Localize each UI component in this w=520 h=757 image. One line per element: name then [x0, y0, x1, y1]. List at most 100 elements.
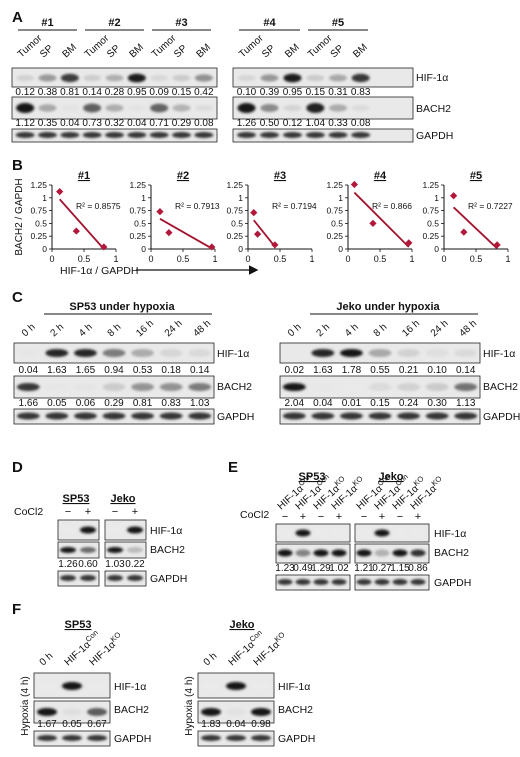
hif-row-label: HIF-1α — [483, 348, 515, 360]
hif-quant: 1.63 — [47, 365, 67, 376]
bach2-quant: 1.21 — [354, 563, 374, 574]
gapdh-band — [454, 412, 478, 420]
treatment-sign: + — [379, 511, 385, 523]
x-tick-label: 0 — [245, 254, 250, 264]
data-point — [254, 230, 262, 238]
hif-band — [131, 349, 154, 357]
x-tick-label: 1 — [309, 254, 314, 264]
y-tick-label: 0.75 — [422, 206, 439, 216]
hif-band — [313, 529, 329, 537]
regression-line — [452, 206, 498, 250]
y-tick-label: 0 — [141, 244, 146, 254]
treatment-sign: + — [336, 511, 342, 523]
bach2-quant: 0.06 — [76, 398, 96, 409]
hif-row-label: HIF-1α — [114, 681, 146, 693]
gapdh-band — [331, 579, 347, 585]
bach2-quant: 0.04 — [60, 118, 80, 129]
bach2-band — [311, 383, 335, 391]
panel-label-f: F — [12, 601, 21, 618]
regression-line — [159, 218, 213, 250]
hif-quant: 0.53 — [133, 365, 153, 376]
hif-band — [159, 349, 183, 357]
hif-band — [351, 73, 370, 83]
data-point — [250, 209, 258, 217]
x-tick-label: 0 — [49, 254, 54, 264]
hif-quant: 1.78 — [342, 365, 362, 376]
hif-band — [37, 682, 57, 690]
gapdh-band — [16, 412, 40, 420]
hif-band — [306, 74, 325, 82]
bach2-quant: 1.13 — [456, 398, 476, 409]
bach2-band — [150, 103, 169, 113]
hif-quant: 0.95 — [283, 87, 303, 98]
data-point — [72, 227, 80, 235]
bach2-band — [351, 104, 370, 112]
bach2-quant: 0.08 — [351, 118, 371, 129]
hif-quant: 0.15 — [172, 87, 192, 98]
hif-quant: 0.10 — [427, 365, 447, 376]
bach2-band — [62, 708, 82, 716]
time-label: 8 h — [372, 322, 390, 339]
hif-quant: 1.63 — [313, 365, 333, 376]
y-tick-label: 1.25 — [129, 180, 146, 190]
bach2-band — [172, 104, 191, 112]
plot-title: #5 — [470, 170, 482, 182]
x-tick-label: 0 — [441, 254, 446, 264]
bach2-band — [410, 549, 426, 557]
x-tick-label: 1 — [113, 254, 118, 264]
gapdh-band — [74, 412, 97, 420]
gapdh-band — [87, 735, 107, 741]
hif-band — [454, 349, 478, 357]
timecourse-title: Jeko under hypoxia — [336, 301, 440, 313]
hif-band — [127, 73, 146, 83]
time-label: 48 h — [457, 318, 479, 339]
bach2-band — [226, 708, 246, 716]
lane-label: Tumor — [306, 33, 335, 61]
bach2-band — [37, 708, 57, 716]
bach2-quant: 0.29 — [172, 118, 192, 129]
hif-quant: 0.81 — [60, 87, 80, 98]
bach2-quant: 1.29 — [311, 563, 331, 574]
bach2-quant: 0.29 — [104, 398, 124, 409]
hif-quant: 0.09 — [149, 87, 169, 98]
hif-band — [107, 526, 123, 534]
gapdh-blot — [275, 574, 351, 591]
lane-label: Tumor — [237, 33, 266, 61]
panel-label-a: A — [12, 9, 23, 26]
hif-quant: 0.14 — [456, 365, 476, 376]
bach2-band — [340, 383, 363, 391]
y-tick-label: 1 — [42, 193, 47, 203]
gapdh-band — [60, 575, 76, 581]
bach2-blot — [354, 543, 430, 564]
bach2-band — [60, 547, 76, 553]
bach2-quant: 0.98 — [251, 719, 271, 730]
y-tick-label: 0 — [238, 244, 243, 254]
bach2-band — [260, 104, 279, 112]
y-tick-label: 0 — [338, 244, 343, 254]
lane-label: BM — [283, 42, 302, 60]
hif-band — [201, 682, 221, 690]
hif-quant: 0.94 — [104, 365, 124, 376]
y-tick-label: 0.75 — [226, 206, 243, 216]
bach2-band — [283, 104, 302, 112]
bach2-quant: 0.04 — [127, 118, 147, 129]
bach2-band — [127, 104, 146, 112]
bach2-quant: 0.35 — [38, 118, 58, 129]
hif-band — [16, 349, 40, 357]
hif-quant: 0.55 — [370, 365, 390, 376]
plot-title: #3 — [274, 170, 286, 182]
hif-blot — [275, 523, 351, 543]
hif-band — [62, 682, 82, 690]
gapdh-band — [15, 132, 35, 138]
hif-row-label: HIF-1α — [278, 681, 310, 693]
gapdh-band — [38, 132, 57, 138]
y-tick-label: 0 — [42, 244, 47, 254]
hif-band — [105, 74, 124, 82]
bach2-quant: 0.04 — [226, 719, 246, 730]
y-tick-label: 1.25 — [30, 180, 47, 190]
y-tick-label: 0.5 — [427, 218, 439, 228]
time-label: 24 h — [429, 318, 451, 339]
bach2-band — [397, 383, 421, 391]
hif-quant: 0.38 — [38, 87, 58, 98]
gapdh-row-label: GAPDH — [278, 733, 315, 745]
